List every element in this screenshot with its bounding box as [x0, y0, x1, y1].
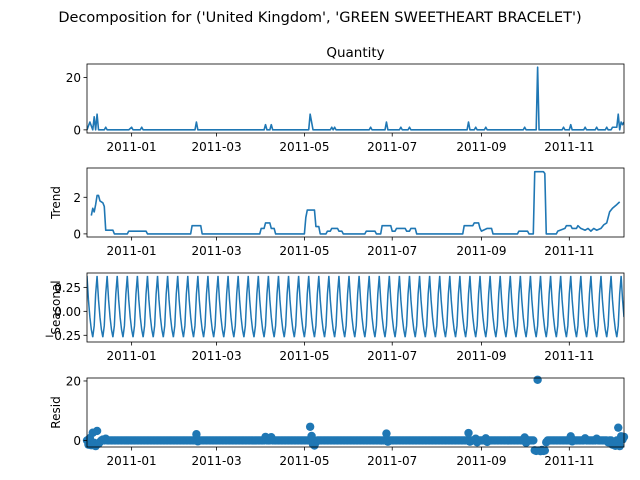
x-tick-label: 2011-03: [192, 140, 242, 154]
resid-point: [192, 430, 201, 439]
trend-panel: Trend 0 2 2011-01 2011-03 2011-05 2011-07 2011-…: [49, 167, 625, 258]
quantity-panel: Quantity 0 20 2011-01 2011-03 2011-05 2011-07 2…: [66, 45, 625, 154]
x-tick-label: 2011-01: [107, 349, 157, 363]
axes: 0 2 2011-01 2011-03 2011-05 2011-07 2011-09 201…: [73, 167, 625, 258]
x-tick-label: 2011-05: [279, 140, 329, 154]
y-tick-label: 2: [73, 191, 81, 205]
x-tick-label: 2011-05: [279, 244, 329, 258]
resid-point: [540, 446, 550, 455]
x-tick-label: 2011-11: [544, 244, 594, 258]
plot-area: [90, 170, 621, 235]
y-tick-label: 20: [66, 374, 81, 388]
x-tick-label: 2011-01: [107, 454, 157, 468]
plot-area: [87, 66, 624, 131]
y-tick-label: 20: [66, 71, 81, 85]
y-axis-label: Seasonal: [49, 280, 63, 334]
panel-title: Quantity: [326, 45, 384, 61]
seasonal-line: [87, 275, 624, 338]
resid-panel: Resid 0 20 2011-01 2011-03 2011-05 2011-07 2011…: [49, 374, 629, 468]
axes-frame: [86, 167, 625, 238]
x-tick-label: 2011-01: [107, 140, 157, 154]
y-tick-label: 0.25: [54, 281, 81, 295]
y-tick-label: 0.00: [54, 305, 81, 319]
x-tick-label: 2011-09: [456, 454, 506, 468]
resid-point: [92, 426, 102, 436]
x-tick-label: 2011-09: [456, 140, 506, 154]
resid-point: [529, 436, 538, 445]
resid-point: [382, 429, 391, 438]
x-tick-label: 2011-03: [192, 244, 242, 258]
plot-area: [87, 275, 624, 338]
x-tick-label: 2011-11: [544, 454, 594, 468]
x-tick-label: 2011-05: [279, 349, 329, 363]
y-axis-label: Trend: [49, 186, 63, 220]
resid-point: [614, 423, 623, 432]
x-tick-label: 2011-09: [456, 349, 506, 363]
y-tick-label: 0: [73, 123, 81, 137]
axes: 0 20 2011-01 2011-03 2011-05 2011-07 2011-09 20…: [66, 63, 625, 154]
axes-frame: [86, 377, 625, 448]
resid-point: [305, 422, 315, 431]
x-tick-label: 2011-07: [367, 454, 417, 468]
axes: 0 20 2011-01 2011-03 2011-05 2011-07 2011-09 20…: [66, 374, 625, 468]
axes-frame: [86, 272, 625, 343]
resid-point: [615, 441, 624, 451]
y-tick-label: 0: [73, 434, 81, 448]
resid-point: [464, 428, 473, 438]
figure-suptitle: Decomposition for ('United Kingdom', 'GR…: [58, 10, 581, 26]
x-tick-label: 2011-07: [367, 349, 417, 363]
x-tick-label: 2011-03: [192, 349, 242, 363]
x-tick-label: 2011-03: [192, 454, 242, 468]
resid-point: [307, 431, 316, 441]
x-tick-label: 2011-01: [107, 244, 157, 258]
x-tick-label: 2011-07: [367, 244, 417, 258]
series-line: [87, 66, 624, 131]
y-tick-label: −0.25: [44, 329, 81, 343]
x-tick-label: 2011-11: [544, 349, 594, 363]
axes: 0.25 0.00 −0.25 2011-01 2011-03 2011-05 2011-0…: [44, 272, 625, 363]
x-tick-label: 2011-11: [544, 140, 594, 154]
resid-point: [533, 375, 542, 384]
x-tick-label: 2011-09: [456, 244, 506, 258]
x-tick-label: 2011-05: [279, 454, 329, 468]
y-axis-label: Resid: [49, 396, 63, 428]
axes-frame: [86, 63, 625, 134]
y-tick-label: 0: [73, 227, 81, 241]
series-line: [90, 170, 621, 235]
x-tick-label: 2011-07: [367, 140, 417, 154]
